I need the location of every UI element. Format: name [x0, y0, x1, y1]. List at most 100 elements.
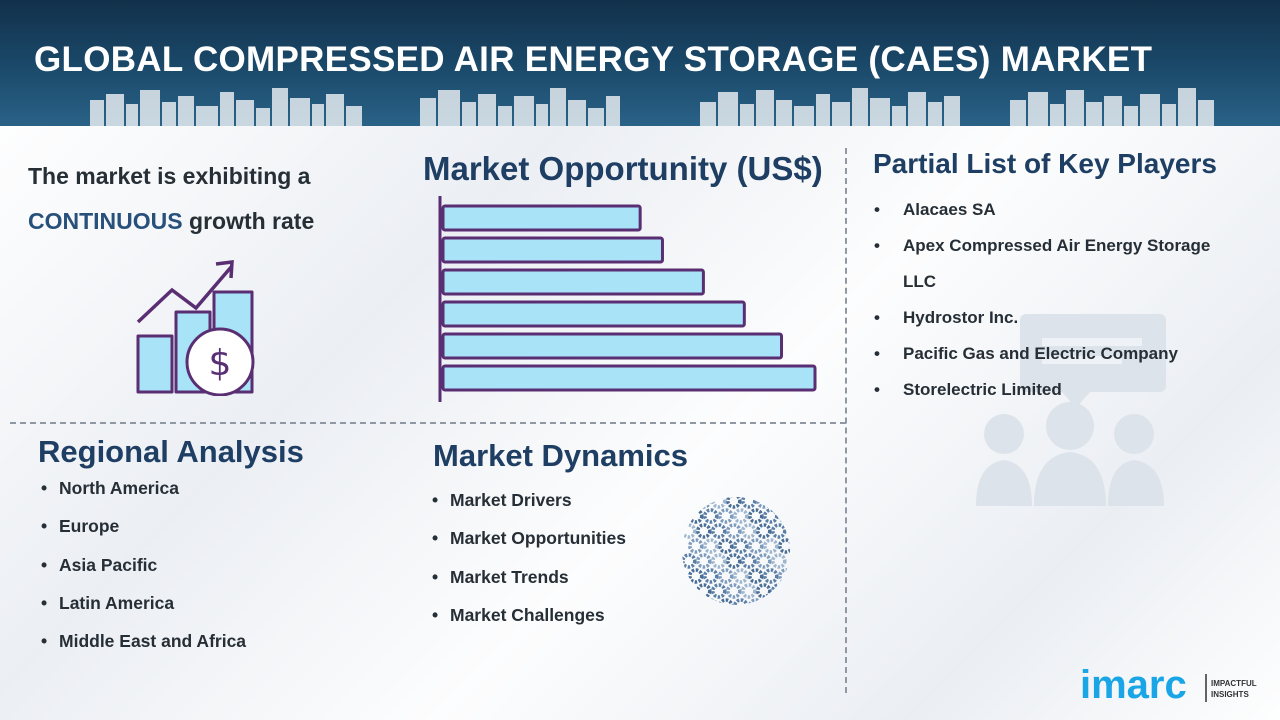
growth-chart-dollar-icon: $: [136, 260, 255, 396]
gear-shape: [778, 598, 790, 605]
people-group-icon: [976, 314, 1166, 506]
gear-shape: [741, 497, 757, 509]
bullet-icon: •: [874, 236, 880, 255]
gear-shape: [696, 523, 712, 539]
opportunity-title: Market Opportunity (US$): [423, 150, 823, 187]
gear-shape: [771, 497, 787, 509]
gear-shape: [778, 538, 790, 554]
gear-shape: [688, 508, 704, 524]
gear-shape: [726, 553, 742, 569]
gear-shape: [718, 538, 734, 554]
bullet-icon: •: [41, 516, 48, 537]
gear-shape: [688, 568, 704, 584]
gear-shape: [741, 553, 757, 569]
gear-shape: [726, 583, 742, 599]
vertical-divider: [845, 148, 847, 693]
gear-shape: [748, 508, 764, 524]
gear-shape: [682, 583, 697, 599]
gear-shape: [748, 598, 764, 605]
list-item: • Storelectric Limited: [874, 372, 1233, 408]
bullet-icon: •: [432, 604, 439, 625]
opportunity-bar-chart: [438, 196, 817, 402]
growth-highlight: CONTINUOUS: [28, 208, 183, 234]
bullet-icon: •: [432, 528, 439, 549]
gear-shape: [688, 598, 704, 605]
gear-shape: [682, 523, 697, 539]
gear-shape: [703, 508, 719, 524]
player-name: Pacific Gas and Electric Company: [903, 344, 1178, 363]
gear-shape: [711, 583, 727, 599]
gear-shape: [771, 583, 787, 599]
list-item: • Apex Compressed Air Energy Storage LLC: [874, 228, 1233, 300]
gear-shape: [748, 568, 764, 584]
bar: [441, 236, 664, 264]
dynamics-item: Market Trends: [450, 566, 569, 587]
gear-shape: [733, 508, 749, 524]
dynamics-item: Market Drivers: [450, 490, 572, 510]
dynamics-item: Market Opportunities: [450, 528, 626, 549]
player-name: Alacaes SA: [903, 200, 996, 219]
gear-shape: [756, 497, 772, 509]
gear-shape: [703, 598, 719, 605]
gear-shape: [688, 538, 704, 554]
gear-shape: [756, 553, 772, 569]
bar: [441, 364, 817, 392]
gear-shape: [763, 508, 779, 524]
list-item: • Latin America: [41, 592, 246, 631]
gear-shape: [778, 568, 790, 584]
gear-shape: [718, 568, 734, 584]
key-players-title: Partial List of Key Players: [873, 148, 1217, 179]
gear-shape: [696, 583, 712, 599]
logo-brand: imarc: [1080, 663, 1187, 707]
list-item: • Pacific Gas and Electric Company: [874, 336, 1233, 372]
list-item: • Europe: [41, 516, 246, 554]
list-item: • Hydrostor Inc.: [874, 300, 1233, 336]
bar: [441, 332, 784, 360]
player-name: Hydrostor Inc.: [903, 308, 1019, 327]
header-banner: GLOBAL COMPRESSED AIR ENERGY STORAGE (CA…: [0, 0, 1280, 126]
list-item: • Market Trends: [432, 566, 626, 605]
dynamics-list: • Market Drivers • Market Opportunities • M…: [432, 490, 626, 643]
region-name: Asia Pacific: [59, 554, 158, 575]
gear-shape: [733, 568, 749, 584]
gear-shape: [748, 538, 764, 554]
gear-shape: [711, 523, 727, 539]
gear-shape: [726, 523, 742, 539]
bullet-icon: •: [874, 380, 880, 399]
list-item: • Market Drivers: [432, 490, 626, 528]
gear-shape: [718, 598, 734, 605]
player-name: Storelectric Limited: [903, 380, 1062, 399]
gear-shape: [711, 553, 727, 569]
gear-shape: [696, 553, 712, 569]
region-name: Latin America: [59, 592, 175, 613]
bullet-icon: •: [874, 200, 880, 219]
gear-shape: [763, 598, 779, 605]
gears-globe-icon: [682, 497, 790, 605]
logo-tagline-1: IMPACTFUL: [1211, 679, 1257, 688]
growth-line-2: CONTINUOUS growth rate: [28, 199, 314, 244]
key-players-list: • Alacaes SA • Apex Compressed Air Energy …: [874, 192, 1233, 408]
gear-shape: [696, 497, 712, 509]
region-name: North America: [59, 478, 179, 498]
bullet-icon: •: [432, 566, 439, 587]
list-item: • Market Opportunities: [432, 528, 626, 566]
region-name: Middle East and Africa: [59, 631, 247, 652]
regional-list: • North America • Europe • Asia Pacific • La…: [41, 478, 247, 669]
list-item: • Middle East and Africa: [41, 631, 247, 669]
gear-shape: [741, 523, 757, 539]
market-dynamics-title: Market Dynamics: [433, 438, 689, 473]
bullet-icon: •: [41, 592, 48, 613]
gear-shape: [718, 508, 734, 524]
list-item: • Alacaes SA: [874, 192, 1233, 228]
gear-shape: [682, 553, 697, 569]
regional-analysis-title: Regional Analysis: [38, 434, 304, 469]
bar: [441, 204, 642, 232]
svg-text:$: $: [209, 343, 232, 384]
logo-tagline-2: INSIGHTS: [1211, 690, 1249, 699]
gear-shape: [763, 568, 779, 584]
bullet-icon: •: [41, 554, 48, 575]
bullet-icon: •: [874, 344, 880, 363]
gear-shape: [733, 598, 749, 605]
gear-shape: [756, 523, 772, 539]
gear-shape: [703, 538, 719, 554]
